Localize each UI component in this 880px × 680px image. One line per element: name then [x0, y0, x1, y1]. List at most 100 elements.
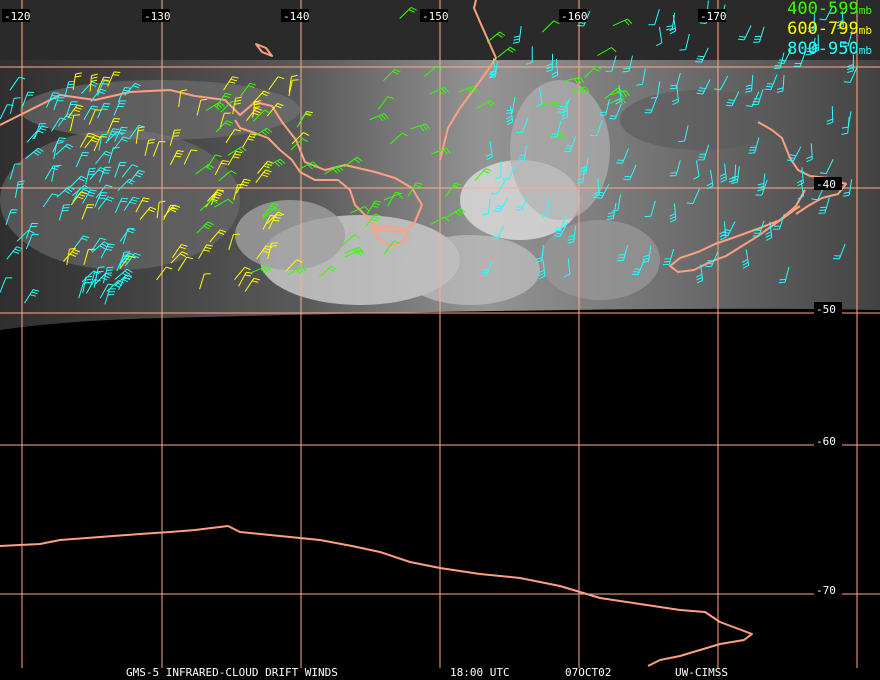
wind-barb-341	[764, 74, 778, 91]
wind-barb-56	[128, 169, 145, 184]
wind-barb-340	[719, 163, 727, 183]
wind-barb-54	[78, 282, 90, 299]
wind-barb-120	[267, 242, 278, 260]
wind-barb-246	[512, 26, 522, 44]
wind-barb-168	[377, 96, 394, 110]
wind-barb-33	[6, 246, 23, 260]
wind-barb-119	[198, 244, 213, 259]
wind-barb-275	[787, 146, 802, 162]
wind-barb-261	[617, 244, 629, 262]
wind-barb-296	[636, 68, 646, 86]
wind-barb-192	[290, 138, 309, 151]
wind-barb-245	[644, 200, 656, 218]
wind-barb-114	[256, 245, 273, 260]
wind-barb-249	[748, 137, 760, 154]
latitude-labels: -40 -50 -60 -70	[814, 177, 842, 597]
wind-barb-326	[826, 106, 834, 125]
wind-barb-2	[97, 196, 115, 210]
wind-barb-315	[806, 38, 816, 56]
wind-barb-123	[228, 233, 240, 250]
wind-barb-38	[114, 162, 127, 178]
wind-barb-91	[257, 160, 274, 174]
wind-barb-165	[365, 213, 382, 228]
legend-item-400-599: 400-599mb	[787, 0, 872, 19]
wind-barb-336	[650, 81, 661, 99]
wind-barb-84	[123, 196, 140, 211]
wind-barb-215	[424, 65, 443, 77]
wind-barb-211	[610, 90, 630, 98]
wind-barb-129	[96, 76, 111, 92]
wind-barb-173	[429, 87, 450, 95]
wind-barb-224	[669, 160, 681, 177]
wind-barb-243	[836, 10, 844, 30]
wind-barb-117	[255, 169, 272, 183]
wind-barb-335	[719, 221, 727, 241]
wind-barb-128	[152, 141, 166, 157]
wind-barb-90	[252, 90, 270, 104]
wind-barb-238	[623, 164, 637, 181]
wind-barb-310	[662, 248, 675, 266]
wind-barb-62	[53, 142, 63, 160]
wind-barb-64	[100, 243, 115, 259]
wind-barb-155	[66, 247, 76, 265]
wind-barb-101	[244, 277, 261, 292]
wind-barb-199	[296, 112, 312, 128]
wind-barb-218	[597, 47, 617, 56]
lon-label-150: -150	[422, 10, 449, 23]
wind-barb-102	[252, 100, 262, 118]
wind-barb-31	[24, 289, 40, 304]
wind-barb-329	[553, 215, 567, 232]
wind-barb-139	[246, 107, 263, 122]
wind-barb-26	[9, 76, 26, 91]
wind-barb-240	[818, 197, 830, 214]
wind-barb-286	[672, 86, 679, 106]
lat-label-70: -70	[816, 584, 836, 597]
wind-barb-37	[98, 166, 112, 183]
wind-barb-259	[567, 225, 576, 244]
wind-barb-228	[731, 166, 740, 184]
wind-barb-89	[89, 167, 107, 180]
wind-barb-196	[262, 203, 279, 217]
wind-barb-83	[97, 103, 111, 119]
wind-barb-21	[9, 163, 21, 180]
wind-barb-321	[741, 249, 750, 269]
wind-barb-130	[81, 204, 95, 220]
wind-barb-247	[721, 221, 736, 237]
wind-barb-80	[89, 271, 102, 288]
wind-barb-106	[89, 73, 98, 92]
wind-barb-269	[518, 144, 527, 163]
wind-barb-166	[227, 146, 247, 156]
legend-item-600-799: 600-799mb	[787, 19, 872, 39]
lon-label-140: -140	[283, 10, 310, 23]
wind-barb-212	[476, 100, 496, 110]
wind-barb-59	[65, 101, 78, 118]
wind-barb-185	[324, 165, 344, 175]
wind-barb-163	[266, 158, 286, 168]
wind-barb-50	[106, 279, 125, 292]
wind-barb-153	[170, 251, 189, 264]
wind-barb-331	[819, 158, 834, 174]
wind-barb-183	[251, 265, 271, 274]
wind-barb-187	[407, 182, 423, 197]
wind-barb-294	[847, 54, 854, 74]
wind-barb-68	[94, 272, 112, 285]
wind-barb-1	[94, 192, 108, 208]
wind-barb-113	[268, 214, 282, 230]
wind-barb-137	[84, 134, 101, 149]
wind-barb-201	[205, 101, 225, 111]
wind-barb-330	[494, 160, 502, 180]
wind-barb-20	[102, 266, 114, 284]
wind-barb-81	[122, 228, 135, 245]
wind-barb-236	[808, 13, 815, 33]
wind-barb-127	[139, 206, 157, 220]
wind-barb-172	[199, 199, 218, 212]
wind-barb-34	[64, 80, 76, 98]
wind-barb-174	[446, 208, 466, 218]
wind-barb-309	[777, 48, 792, 64]
wind-barb-217	[540, 101, 560, 109]
wind-barb-204	[240, 82, 257, 97]
wind-barb-314	[773, 213, 785, 230]
wind-barb-116	[267, 102, 284, 117]
wind-barb-271	[648, 9, 660, 26]
